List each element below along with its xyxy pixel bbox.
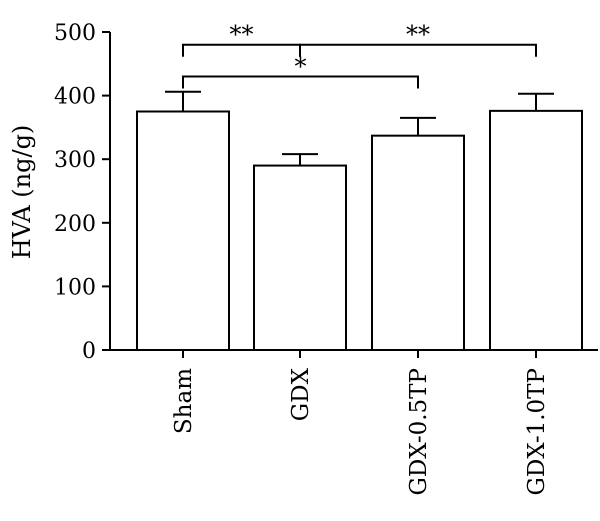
y-tick-label: 500 [54,21,96,46]
y-tick-label: 300 [54,148,96,173]
significance-bracket [182,75,419,89]
significance-label: ** [406,21,430,49]
x-tick-label: GDX [288,367,314,421]
significance-label: ** [230,21,254,49]
bar [136,110,230,351]
bar [489,109,583,351]
significance-brackets: ** *** [182,21,537,89]
y-axis-label: HVA (ng/g) [8,125,36,260]
y-tick-label: 100 [54,275,96,300]
bar [371,134,465,351]
bars [136,90,583,351]
x-tick-label: Sham [171,368,197,434]
significance-bracket [299,43,537,57]
y-tick-label: 0 [82,339,96,364]
y-tick-label: 400 [54,85,96,110]
x-tick-label: GDX-1.0TP [524,368,550,496]
x-tick-label: GDX-0.5TP [406,368,432,496]
bar [253,164,347,351]
significance-label: * [295,53,307,81]
axes: 0 100 200 300 400 500 Sham GDX GDX-0.5TP GDX-1.0T… [54,21,598,496]
y-tick-label: 200 [54,212,96,237]
